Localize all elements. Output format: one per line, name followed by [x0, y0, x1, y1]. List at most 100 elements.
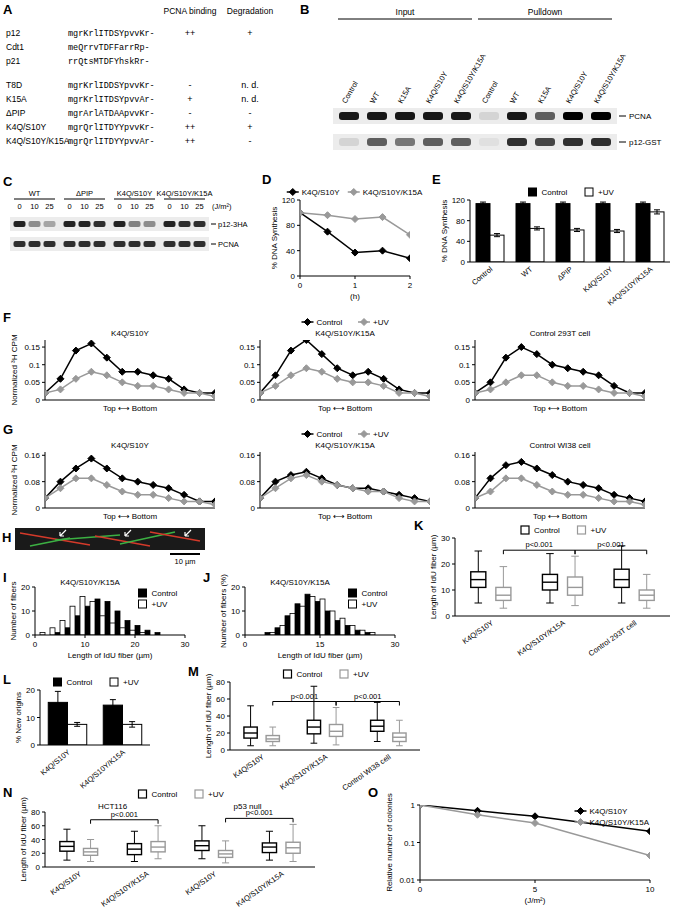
scale-bar-label: 10 µm [175, 557, 196, 566]
box [471, 572, 486, 588]
y-tick-label: 0.1 [404, 839, 416, 848]
box [262, 843, 276, 853]
whisker-cap [155, 825, 162, 826]
median [127, 848, 141, 849]
point [502, 354, 509, 361]
histogram-bar [50, 628, 55, 635]
x-tick [535, 880, 536, 883]
median [568, 587, 583, 588]
point [165, 485, 172, 492]
band [179, 241, 191, 247]
line [475, 478, 645, 504]
construct-name: p12 [6, 28, 20, 38]
histogram-bar [280, 625, 285, 635]
point [427, 498, 431, 505]
legend-label: Control [152, 589, 178, 598]
subplot-title: K4Q/S10Y/K15A [315, 329, 375, 338]
point [365, 488, 372, 495]
error-bar [574, 228, 580, 231]
y-tick-label: 0 [26, 631, 31, 640]
error-bar [654, 210, 660, 214]
median [266, 738, 279, 739]
median [614, 579, 629, 580]
p-value: p<0.001 [597, 540, 624, 549]
median [286, 847, 300, 848]
point [564, 491, 571, 498]
dose-label: 10 [130, 202, 138, 211]
panel-letter: M [188, 664, 199, 679]
point [396, 495, 403, 502]
whisker-cap [546, 553, 554, 554]
point [324, 228, 331, 235]
pcna-binding: ++ [185, 122, 196, 132]
dose-label: 10 [80, 202, 88, 211]
line [45, 459, 215, 502]
sequence: mgrKrlITDSYpvvKr- [68, 29, 155, 39]
box [218, 851, 232, 858]
sequence: mgrQrlITDYYpvvAr- [68, 137, 155, 147]
point [72, 347, 79, 354]
y-tick [257, 508, 260, 509]
bar [570, 230, 584, 262]
point [349, 379, 356, 386]
whisker-cap [546, 603, 554, 604]
point [626, 389, 633, 396]
row-label: PCNA [218, 240, 239, 249]
legend-swatch [139, 790, 147, 798]
band [395, 138, 415, 146]
y-tick-label: 0.08 [454, 478, 470, 487]
point [533, 372, 540, 379]
point [57, 386, 64, 393]
chart-title: K4Q/S10Y/K15A [270, 578, 330, 587]
p-value: p<0.001 [291, 692, 318, 701]
box [151, 842, 165, 852]
blot-strip [333, 108, 617, 124]
group-line [114, 199, 155, 200]
construct-name: K4Q/S10Y [6, 122, 46, 132]
histogram-bar [300, 606, 305, 635]
group-header: WT [29, 189, 41, 198]
x-label: (h) [350, 292, 360, 301]
x-tick-label: 15 [316, 640, 325, 649]
category-label: Control 293T cell [587, 618, 639, 658]
x-tick-label: 1 [353, 281, 358, 290]
histogram-bar [325, 611, 330, 635]
error-bar [520, 202, 526, 205]
point [580, 382, 587, 389]
legend-marker [289, 189, 296, 196]
error-bar [480, 202, 486, 205]
whisker-cap [500, 566, 508, 567]
y-tick [257, 455, 260, 456]
whisker-cap [198, 825, 205, 826]
point [411, 498, 418, 505]
degradation: - [249, 108, 252, 118]
y-tick [227, 716, 230, 717]
y-tick [42, 812, 45, 813]
plot-area [48, 702, 142, 745]
band [44, 221, 56, 227]
fiber [150, 532, 200, 541]
y-tick-label: 0 [251, 504, 256, 513]
category-label: K4Q/S10Y/K15A [234, 869, 285, 908]
point [196, 389, 203, 396]
y-label: % New origins [14, 692, 23, 743]
dose-label: 0 [167, 202, 171, 211]
error-bar [74, 722, 80, 726]
arrow [60, 530, 66, 536]
category-label: K4Q/S10Y [581, 265, 614, 295]
arrow [185, 530, 191, 536]
point [642, 393, 646, 400]
median [262, 846, 276, 847]
band [395, 112, 415, 120]
plot-area [40, 597, 160, 635]
y-tick-label: 20 [26, 686, 35, 695]
plot-area [300, 209, 410, 262]
whisker-cap [269, 745, 276, 746]
band [479, 138, 499, 146]
whisker-cap [311, 743, 318, 744]
point [379, 247, 386, 254]
plot-area [45, 455, 215, 508]
y-tick [42, 455, 45, 456]
panel-letter: I [3, 570, 7, 585]
legend-label: +UV [373, 430, 389, 439]
